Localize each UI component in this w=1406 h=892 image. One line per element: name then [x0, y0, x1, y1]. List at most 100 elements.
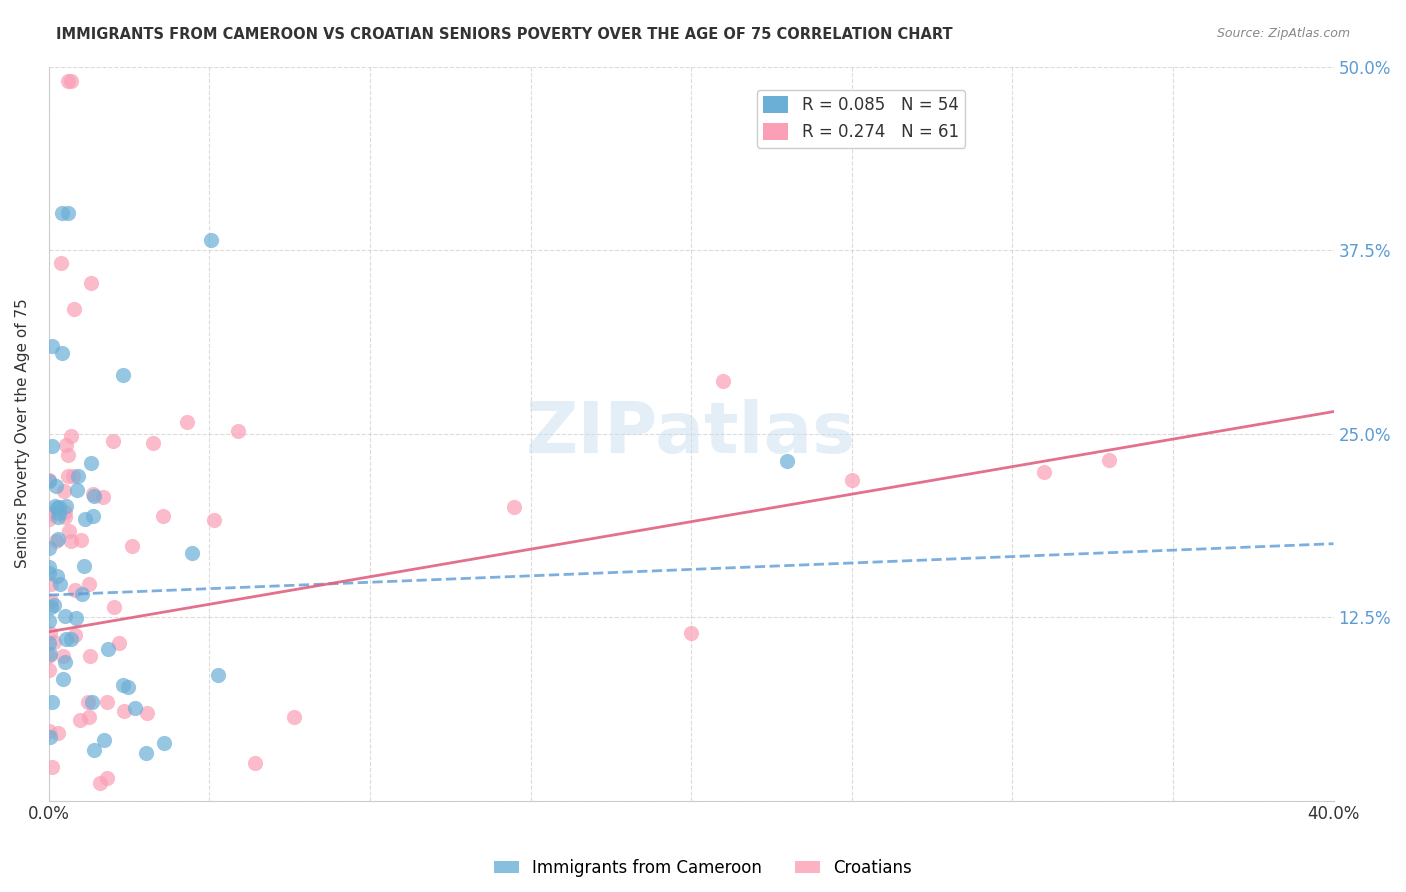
Point — [136, 706, 159, 721]
Point — [38, 507, 60, 521]
Point — [70, 533, 93, 547]
Point — [39, 599, 62, 614]
Point — [52, 672, 75, 686]
Point — [83, 743, 105, 757]
Point — [38, 566, 60, 580]
Legend: R = 0.085   N = 54, R = 0.274   N = 61: R = 0.085 N = 54, R = 0.274 N = 61 — [756, 89, 966, 147]
Point — [55, 438, 77, 452]
Point — [89, 776, 111, 790]
Point — [60, 533, 83, 548]
Point — [82, 509, 104, 524]
Point — [56, 74, 79, 88]
Point — [200, 233, 222, 247]
Point — [153, 735, 176, 749]
Point — [96, 695, 118, 709]
Point — [80, 277, 103, 291]
Point — [124, 700, 146, 714]
Point — [38, 614, 60, 628]
Point — [52, 648, 75, 663]
Point — [42, 598, 65, 612]
Point — [56, 469, 79, 483]
Point — [97, 642, 120, 657]
Point — [82, 487, 104, 501]
Point — [48, 506, 70, 520]
Point — [39, 730, 62, 744]
Point — [45, 569, 67, 583]
Point — [503, 500, 526, 514]
Point — [108, 636, 131, 650]
Point — [176, 416, 198, 430]
Point — [79, 648, 101, 663]
Point — [73, 512, 96, 526]
Point — [117, 680, 139, 694]
Point — [103, 434, 125, 449]
Point — [60, 74, 83, 88]
Point — [207, 668, 229, 682]
Point — [51, 346, 73, 360]
Y-axis label: Seniors Poverty Over the Age of 75: Seniors Poverty Over the Age of 75 — [15, 299, 30, 568]
Point — [38, 560, 60, 574]
Point — [44, 635, 66, 649]
Point — [55, 632, 77, 646]
Point — [65, 611, 87, 625]
Point — [53, 510, 76, 524]
Point — [39, 626, 62, 640]
Point — [142, 435, 165, 450]
Point — [228, 425, 250, 439]
Point — [39, 576, 62, 591]
Point — [83, 489, 105, 503]
Point — [111, 678, 134, 692]
Point — [80, 695, 103, 709]
Point — [58, 524, 80, 538]
Point — [39, 593, 62, 607]
Point — [38, 541, 60, 555]
Point — [39, 647, 62, 661]
Point — [65, 583, 87, 598]
Point — [63, 628, 86, 642]
Point — [69, 714, 91, 728]
Point — [56, 448, 79, 462]
Point — [1098, 453, 1121, 467]
Point — [181, 545, 204, 559]
Point — [45, 479, 67, 493]
Point — [48, 532, 70, 546]
Point — [53, 655, 76, 669]
Point — [202, 513, 225, 527]
Point — [70, 587, 93, 601]
Point — [38, 649, 60, 664]
Point — [1033, 465, 1056, 479]
Point — [62, 469, 84, 483]
Point — [49, 577, 72, 591]
Point — [56, 206, 79, 220]
Point — [72, 558, 94, 573]
Point — [41, 695, 63, 709]
Point — [66, 483, 89, 497]
Point — [243, 756, 266, 770]
Point — [93, 732, 115, 747]
Point — [152, 508, 174, 523]
Point — [121, 539, 143, 553]
Point — [681, 626, 703, 640]
Point — [59, 632, 82, 647]
Point — [91, 490, 114, 504]
Point — [45, 501, 67, 516]
Point — [135, 746, 157, 760]
Point — [41, 439, 63, 453]
Legend: Immigrants from Cameroon, Croatians: Immigrants from Cameroon, Croatians — [486, 853, 920, 884]
Point — [38, 636, 60, 650]
Point — [45, 533, 67, 548]
Point — [38, 512, 60, 526]
Point — [51, 206, 73, 220]
Point — [77, 577, 100, 591]
Point — [111, 368, 134, 382]
Point — [63, 301, 86, 316]
Point — [96, 771, 118, 785]
Point — [48, 500, 70, 515]
Point — [53, 505, 76, 519]
Point — [41, 338, 63, 352]
Point — [711, 375, 734, 389]
Point — [112, 704, 135, 718]
Point — [283, 710, 305, 724]
Point — [55, 499, 77, 513]
Point — [60, 429, 83, 443]
